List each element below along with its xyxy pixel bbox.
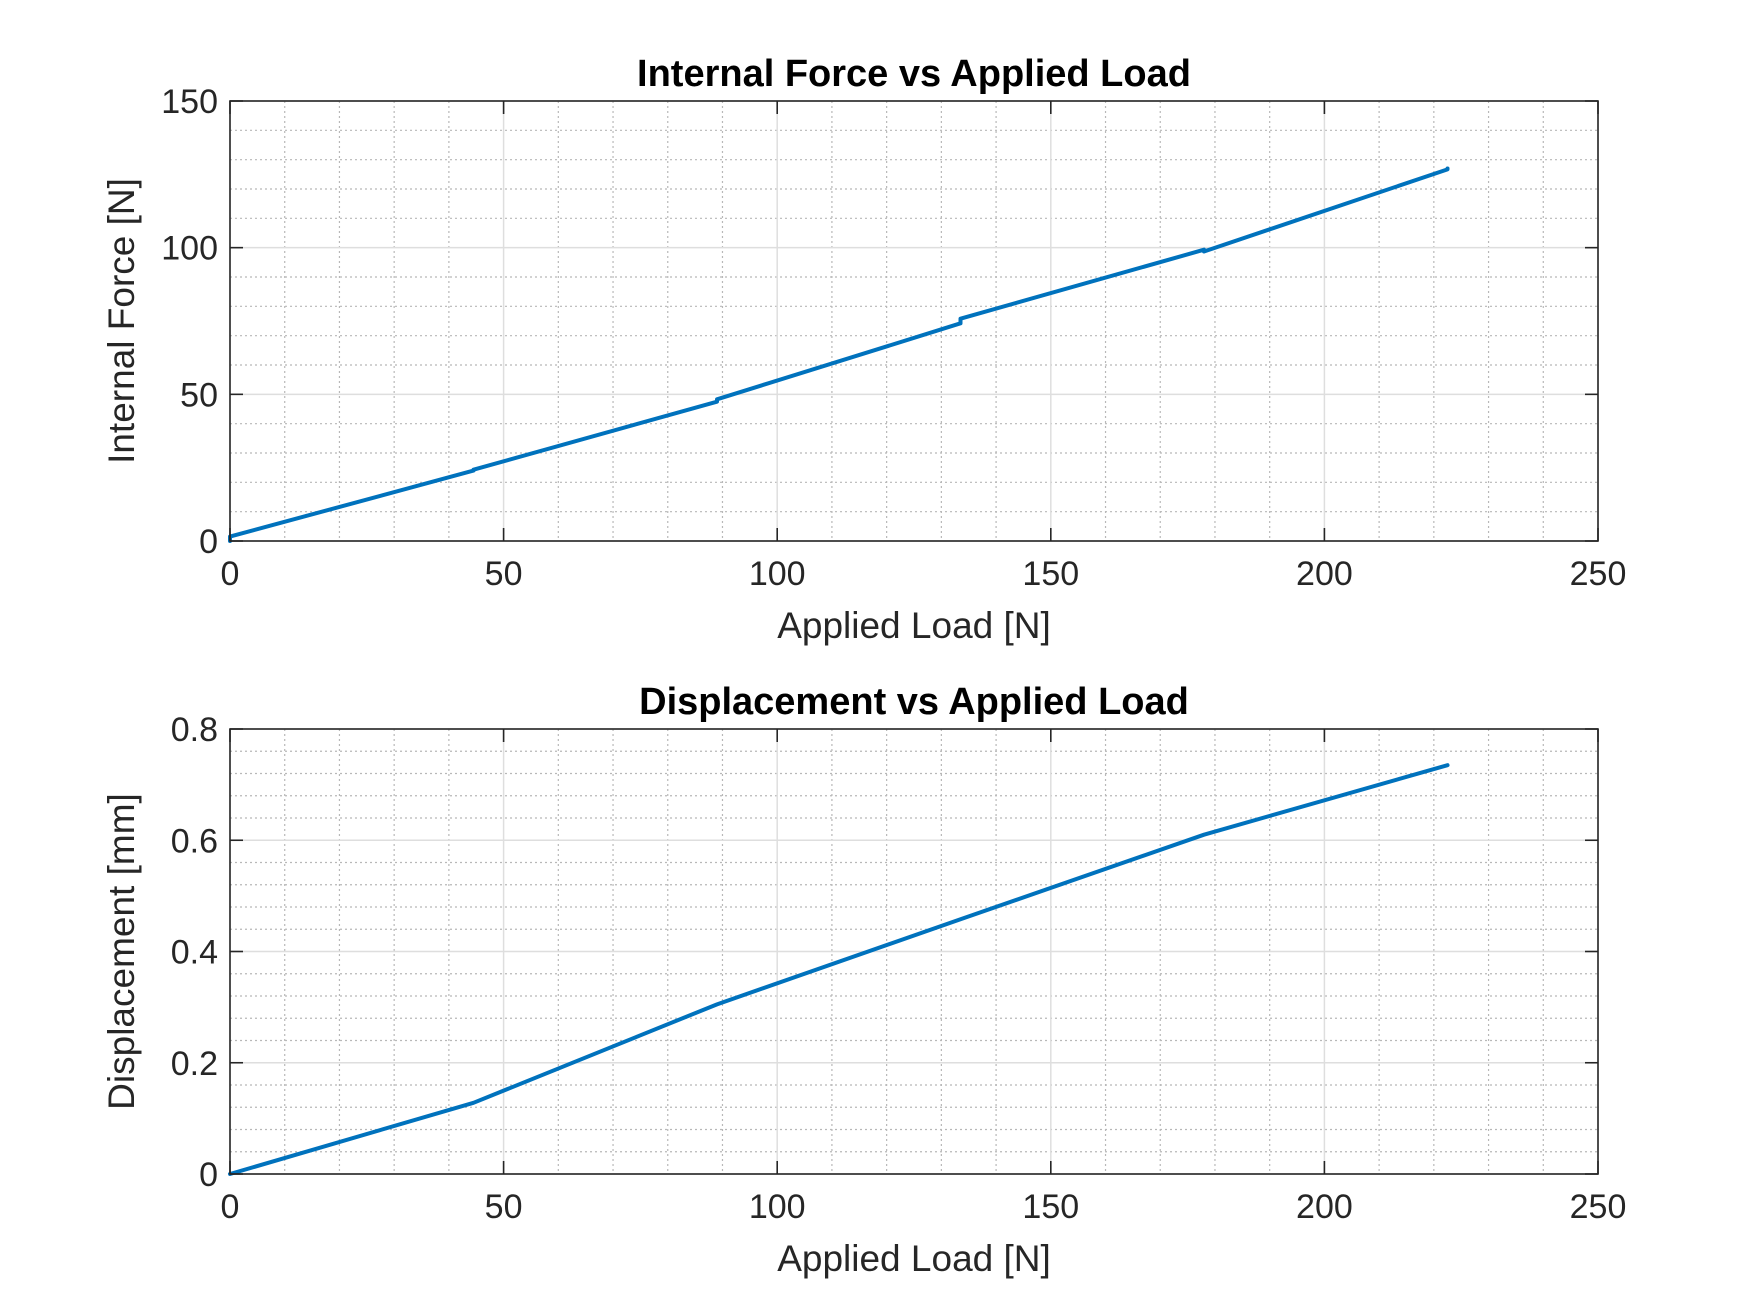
x-tick-label: 250: [1570, 555, 1627, 593]
plot-area: [230, 101, 1598, 541]
y-tick-label: 100: [161, 230, 218, 268]
subplot-2: 0 50 100 150 200 250 0 0.2 0.4 0.6 0.8 Displacement…: [101, 681, 1626, 1279]
y-tick-label: 0: [199, 523, 218, 561]
y-tick-label: 150: [161, 83, 218, 121]
minor-grid: [230, 101, 1598, 541]
minor-grid: [230, 729, 1598, 1174]
x-tick-label: 50: [485, 1188, 523, 1226]
y-tick-label: 0.2: [171, 1045, 218, 1083]
y-axis-label: Internal Force [N]: [101, 178, 142, 464]
x-tick-label: 0: [221, 555, 240, 593]
x-tick-label: 150: [1022, 1188, 1079, 1226]
series-line-1: [228, 763, 1450, 1176]
y-tick-label: 0.8: [171, 711, 218, 749]
x-tick-label: 50: [485, 555, 523, 593]
x-axis-label: Applied Load [N]: [777, 605, 1051, 646]
x-tick-label: 100: [749, 555, 806, 593]
y-axis-label: Displacement [mm]: [101, 793, 142, 1110]
x-tick-label: 200: [1296, 555, 1353, 593]
series-line-1: [228, 166, 1450, 543]
x-tick-label: 150: [1022, 555, 1079, 593]
y-tick-label: 0.4: [171, 934, 218, 972]
y-tick-label: 0: [199, 1156, 218, 1194]
x-tick-label: 250: [1570, 1188, 1627, 1226]
chart-title: Internal Force vs Applied Load: [637, 53, 1191, 95]
subplot-1: 0 50 100 150 200 250 0 50 100 150 Internal Force v…: [101, 53, 1626, 646]
y-tick-label: 50: [180, 376, 218, 414]
axes-box: [229, 100, 1599, 542]
x-axis-label: Applied Load [N]: [777, 1238, 1051, 1279]
y-tick-label: 0.6: [171, 822, 218, 860]
x-tick-label: 0: [221, 1188, 240, 1226]
x-tick-label: 100: [749, 1188, 806, 1226]
chart-title: Displacement vs Applied Load: [639, 681, 1189, 723]
x-tick-label: 200: [1296, 1188, 1353, 1226]
